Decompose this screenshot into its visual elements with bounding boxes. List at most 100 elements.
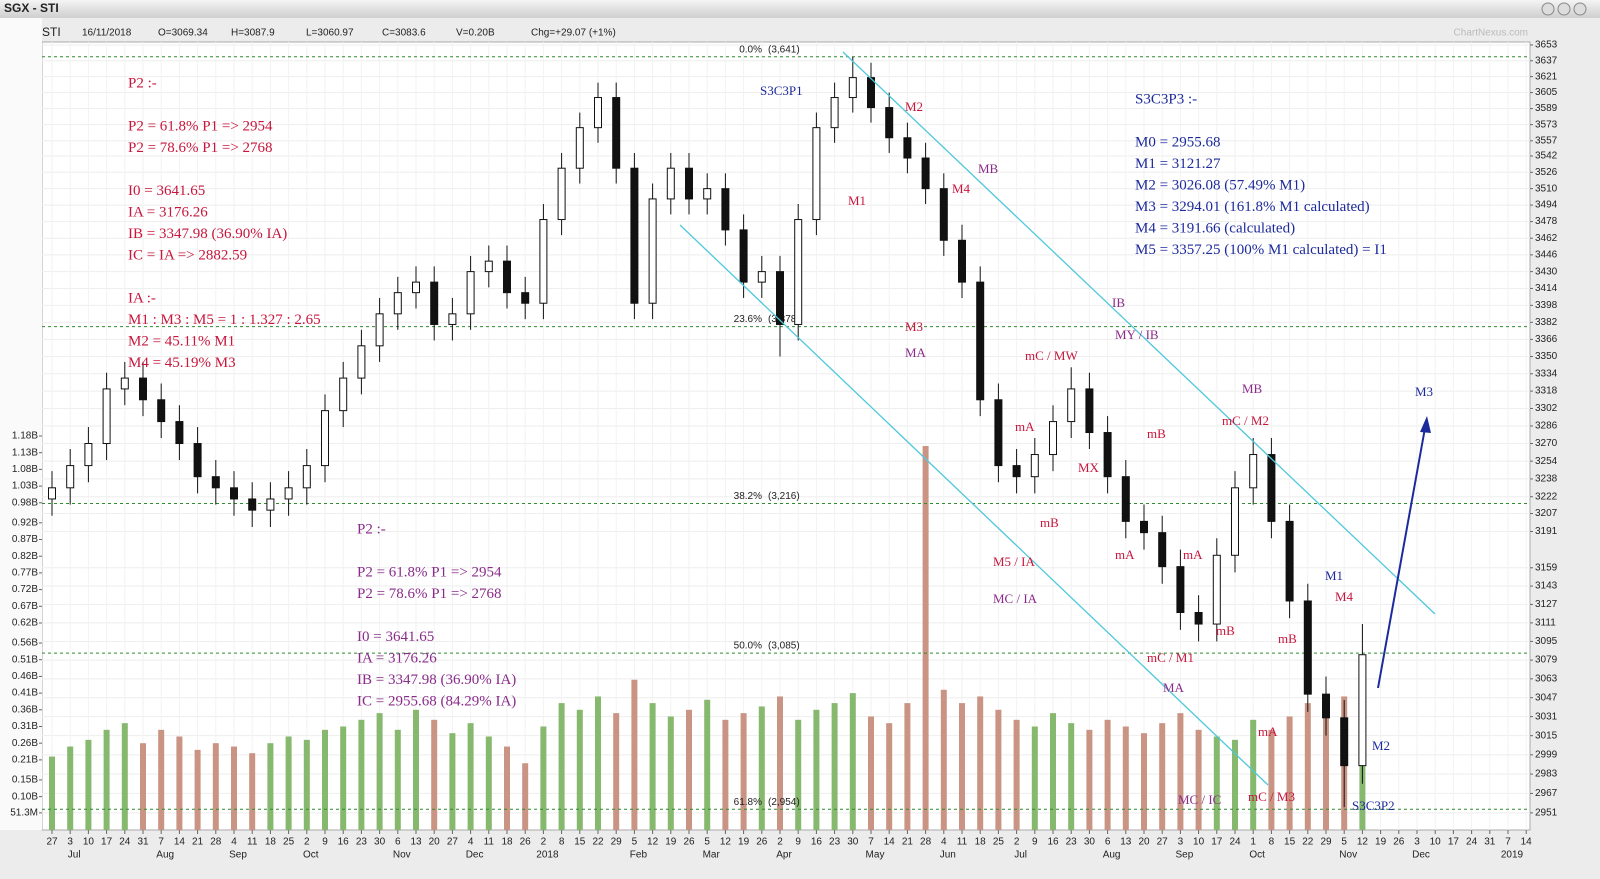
x-tick-label: 25 bbox=[993, 837, 1005, 848]
x-tick-label: 27 bbox=[1157, 837, 1169, 848]
x-tick-label: 3 bbox=[1414, 837, 1420, 848]
y-tick-label: 3478 bbox=[1535, 216, 1558, 227]
note-line: P2 = 61.8% P1 => 2954 bbox=[357, 564, 502, 580]
candle-body bbox=[302, 465, 311, 489]
volume-bar bbox=[267, 743, 274, 830]
y-tick-label: 3238 bbox=[1535, 474, 1558, 485]
high: H=3087.9 bbox=[231, 28, 275, 39]
volume-tick-label: 0.15B bbox=[12, 775, 38, 786]
volume-bar bbox=[813, 709, 820, 830]
candle-body bbox=[539, 219, 548, 304]
volume-bar bbox=[1286, 716, 1293, 830]
note-line: IC = 2955.68 (84.29% IA) bbox=[357, 693, 516, 709]
x-tick-label: 30 bbox=[847, 837, 859, 848]
x-tick-label: 24 bbox=[119, 837, 131, 848]
x-tick-label: 15 bbox=[574, 837, 586, 848]
candle-body bbox=[1194, 611, 1203, 625]
y-tick-label: 3063 bbox=[1535, 673, 1558, 684]
volume-bar bbox=[1195, 729, 1202, 830]
volume-bar bbox=[1031, 726, 1038, 830]
candle-body bbox=[66, 465, 75, 489]
volume-bar bbox=[558, 703, 565, 830]
symbol: STI bbox=[42, 25, 61, 39]
note-line: P2 = 78.6% P1 => 2768 bbox=[357, 586, 502, 602]
volume-bar bbox=[849, 693, 856, 830]
candle-body bbox=[466, 271, 475, 315]
x-tick-label: 26 bbox=[683, 837, 695, 848]
x-tick-label: 29 bbox=[1320, 837, 1332, 848]
candle-body bbox=[885, 107, 894, 139]
x-tick-label: 13 bbox=[1120, 837, 1132, 848]
x-tick-label: 19 bbox=[738, 837, 750, 848]
volume-bar bbox=[231, 746, 237, 830]
annotation: M1 bbox=[1325, 568, 1343, 583]
volume-bar bbox=[576, 709, 583, 830]
x-tick-label: 28 bbox=[920, 837, 932, 848]
fib-percent: 61.8% bbox=[734, 797, 762, 808]
note-line: M2 = 3026.08 (57.49% M1) bbox=[1135, 177, 1305, 193]
maximize-button[interactable] bbox=[1557, 2, 1571, 16]
candle-body bbox=[1231, 487, 1239, 556]
y-tick-label: 3095 bbox=[1535, 636, 1558, 647]
candle-body bbox=[393, 292, 402, 315]
watermark: ChartNexus.com bbox=[1454, 28, 1528, 39]
date: 16/11/2018 bbox=[82, 28, 132, 39]
channel-upper bbox=[842, 51, 1436, 615]
annotation: mA bbox=[1183, 547, 1203, 562]
channel-lower bbox=[679, 224, 1269, 786]
x-tick-label: 14 bbox=[884, 837, 896, 848]
close-button[interactable] bbox=[1573, 2, 1587, 16]
annotation: MX bbox=[1078, 460, 1100, 475]
candle-body bbox=[503, 260, 511, 294]
note-line: IA = 3176.26 bbox=[128, 204, 208, 220]
y-tick-label: 3462 bbox=[1535, 233, 1558, 244]
volume-bar bbox=[1050, 713, 1056, 830]
title-bar bbox=[0, 0, 1600, 18]
x-tick-label: 19 bbox=[665, 837, 677, 848]
volume-bar bbox=[1268, 729, 1275, 830]
volume-bar bbox=[1323, 709, 1329, 830]
month-label: Nov bbox=[393, 850, 411, 861]
x-tick-label: 23 bbox=[1066, 837, 1078, 848]
x-tick-label: 17 bbox=[101, 837, 113, 848]
x-tick-label: 10 bbox=[83, 837, 95, 848]
volume-bar bbox=[758, 706, 765, 830]
y-tick-label: 3031 bbox=[1535, 711, 1558, 722]
month-label: Oct bbox=[1249, 850, 1265, 861]
y-tick-label: 3302 bbox=[1535, 403, 1558, 414]
volume-bar bbox=[886, 723, 893, 830]
x-tick-label: 9 bbox=[1032, 837, 1038, 848]
annotation: M4 bbox=[952, 181, 971, 196]
annotation: IB bbox=[1112, 295, 1125, 310]
candle-body bbox=[958, 239, 966, 283]
x-tick-label: 7 bbox=[1505, 837, 1511, 848]
x-tick-label: 14 bbox=[1521, 837, 1533, 848]
x-tick-label: 15 bbox=[1284, 837, 1296, 848]
y-tick-label: 3653 bbox=[1535, 40, 1558, 51]
volume-bar bbox=[613, 713, 620, 830]
candle-body bbox=[248, 498, 257, 511]
volume-bar bbox=[1104, 719, 1111, 830]
volume-bar bbox=[959, 703, 965, 830]
x-tick-label: 10 bbox=[1430, 837, 1442, 848]
annotation: mC / M3 bbox=[1248, 789, 1295, 804]
x-tick-label: 3 bbox=[1178, 837, 1184, 848]
candle-body bbox=[1322, 693, 1330, 719]
volume-tick-label: 0.26B bbox=[12, 738, 38, 749]
y-tick-label: 3398 bbox=[1535, 300, 1558, 311]
volume-bar bbox=[1013, 719, 1020, 830]
candle-body bbox=[484, 260, 493, 273]
annotation: M1 bbox=[848, 193, 866, 208]
month-label: Dec bbox=[466, 850, 484, 861]
annotation: M2 bbox=[905, 99, 923, 114]
minimize-button[interactable] bbox=[1541, 2, 1555, 16]
volume-bar bbox=[649, 703, 656, 830]
note-line: M3 = 3294.01 (161.8% M1 calculated) bbox=[1135, 199, 1370, 215]
candle-body bbox=[1358, 654, 1367, 767]
window-title: SGX - STI bbox=[4, 1, 59, 15]
fib-percent: 23.6% bbox=[734, 314, 762, 325]
volume-bar bbox=[194, 749, 201, 830]
candle-body bbox=[521, 292, 530, 304]
annotation: mC / M1 bbox=[1147, 650, 1194, 665]
candle-body bbox=[976, 281, 985, 401]
